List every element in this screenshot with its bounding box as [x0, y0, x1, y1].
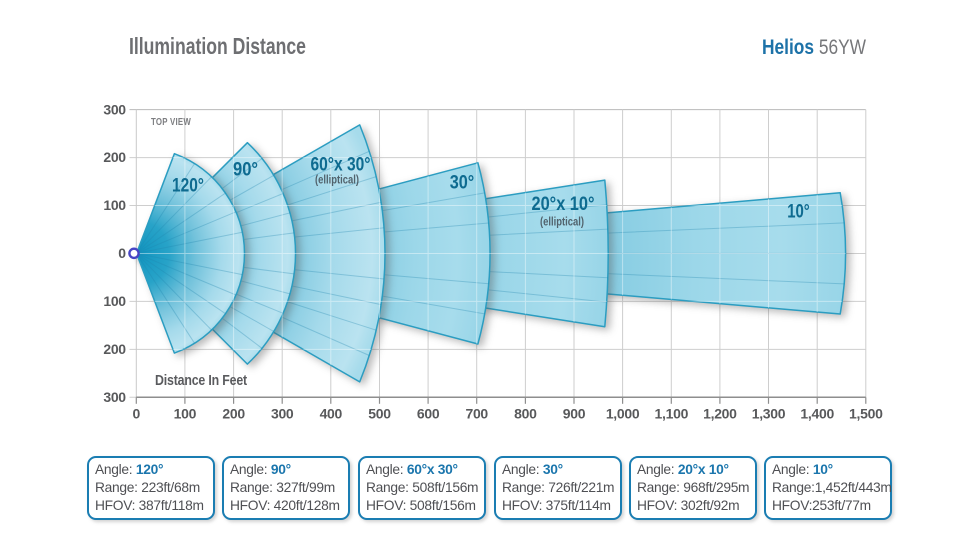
svg-text:200: 200: [222, 406, 245, 422]
svg-text:60°x 30°: 60°x 30°: [311, 154, 371, 176]
svg-text:30°: 30°: [450, 172, 475, 194]
svg-text:1,300: 1,300: [752, 406, 786, 422]
svg-text:500: 500: [368, 406, 391, 422]
svg-text:1,500: 1,500: [849, 406, 883, 422]
svg-text:200: 200: [103, 341, 126, 357]
svg-text:300: 300: [103, 101, 126, 117]
svg-text:700: 700: [465, 406, 488, 422]
svg-text:1,200: 1,200: [703, 406, 737, 422]
svg-text:1,000: 1,000: [606, 406, 640, 422]
svg-text:400: 400: [320, 406, 343, 422]
svg-text:0: 0: [133, 406, 141, 422]
svg-text:(elliptical): (elliptical): [540, 215, 584, 229]
svg-text:200: 200: [103, 149, 126, 165]
svg-text:20°x 10°: 20°x 10°: [532, 193, 595, 215]
svg-text:100: 100: [174, 406, 197, 422]
svg-text:100: 100: [103, 197, 126, 213]
svg-text:600: 600: [417, 406, 440, 422]
svg-text:300: 300: [103, 389, 126, 405]
svg-text:1,400: 1,400: [800, 406, 834, 422]
svg-text:(elliptical): (elliptical): [315, 173, 359, 187]
svg-text:10°: 10°: [787, 201, 810, 223]
svg-text:800: 800: [514, 406, 537, 422]
svg-text:100: 100: [103, 293, 126, 309]
svg-text:120°: 120°: [172, 175, 204, 197]
svg-text:900: 900: [563, 406, 586, 422]
svg-text:90°: 90°: [233, 159, 258, 181]
svg-text:TOP VIEW: TOP VIEW: [151, 116, 191, 128]
svg-text:300: 300: [271, 406, 294, 422]
svg-text:0: 0: [118, 245, 126, 261]
svg-text:Distance In Feet: Distance In Feet: [155, 372, 247, 389]
svg-text:1,100: 1,100: [655, 406, 689, 422]
